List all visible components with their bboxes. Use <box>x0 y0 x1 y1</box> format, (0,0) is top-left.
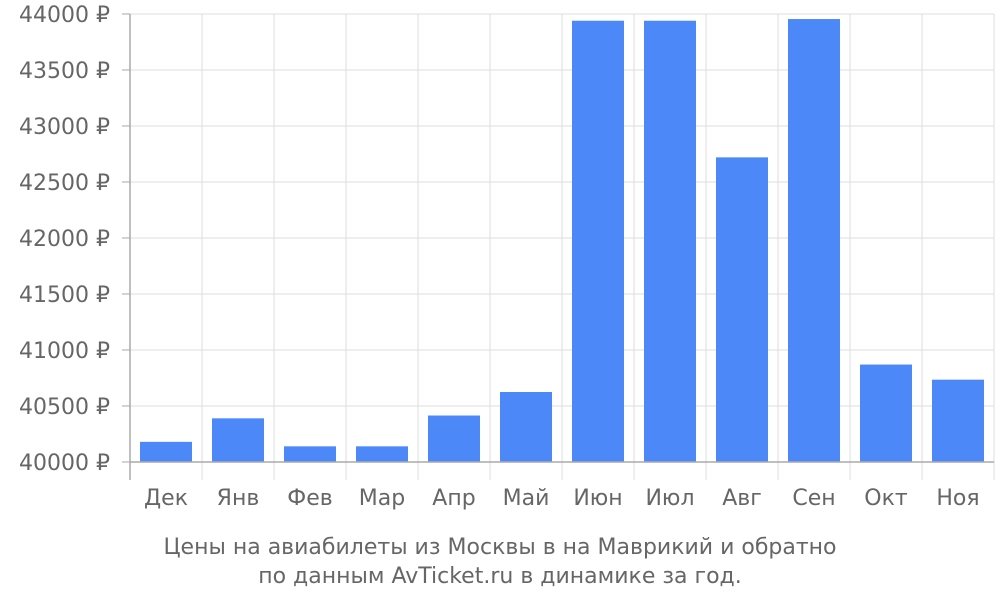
y-tick-label: 43000 ₽ <box>19 115 110 140</box>
y-tick-label: 40500 ₽ <box>19 395 110 420</box>
bar <box>788 19 840 462</box>
bar <box>716 157 768 463</box>
y-tick-label: 42500 ₽ <box>19 171 110 196</box>
y-tick-label: 41500 ₽ <box>19 283 110 308</box>
bar <box>140 441 192 462</box>
y-tick-label: 43500 ₽ <box>19 59 110 84</box>
y-tick-label: 40000 ₽ <box>19 451 110 476</box>
bar <box>860 364 912 462</box>
tick-labels: 40000 ₽ 40500 ₽ 41000 ₽ 41500 ₽ 42000 ₽ 42500… <box>19 3 980 511</box>
x-tick-label: Янв <box>217 486 260 511</box>
x-tick-label: Мар <box>359 486 405 511</box>
chart-caption-line-1: Цены на авиабилеты из Москвы в на Маврик… <box>163 535 837 560</box>
x-tick-label: Ноя <box>936 486 979 511</box>
bar <box>212 418 264 462</box>
grid-lines <box>129 13 995 463</box>
y-tick-label: 41000 ₽ <box>19 339 110 364</box>
x-tick-label: Май <box>503 486 550 511</box>
y-tick-label: 42000 ₽ <box>19 227 110 252</box>
x-tick-label: Сен <box>792 486 835 511</box>
x-tick-label: Дек <box>144 486 188 511</box>
chart-caption-line-2: по данным AvTicket.ru в динамике за год. <box>258 564 742 589</box>
x-tick-label: Окт <box>864 486 908 511</box>
bar <box>572 20 624 462</box>
bar <box>644 20 696 462</box>
x-tick-label: Фев <box>287 486 332 511</box>
x-tick-label: Июн <box>573 486 622 511</box>
bar <box>932 379 984 462</box>
bar <box>284 446 336 462</box>
y-tick-label: 44000 ₽ <box>19 3 110 28</box>
bar <box>356 446 408 462</box>
bar <box>428 415 480 462</box>
bars <box>140 19 984 463</box>
x-tick-label: Авг <box>722 486 762 511</box>
axes <box>122 13 995 480</box>
x-tick-label: Июл <box>645 486 694 511</box>
bar <box>500 392 552 462</box>
x-tick-label: Апр <box>432 486 475 511</box>
